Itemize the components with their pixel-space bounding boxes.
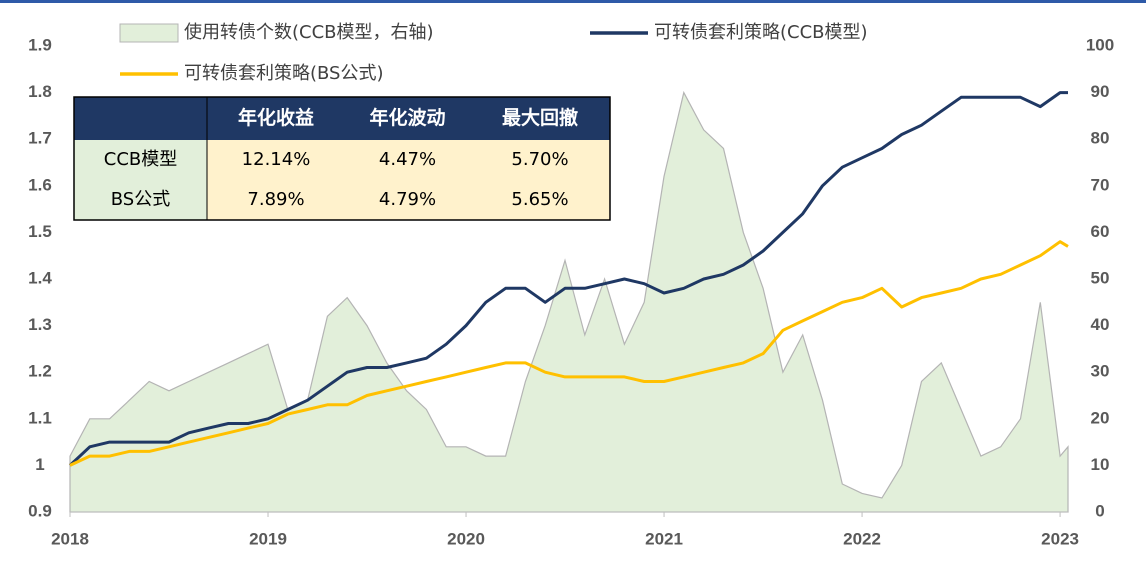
x-tick-label: 2020 — [447, 529, 485, 548]
y2-tick-label: 0 — [1095, 501, 1104, 520]
x-tick-label: 2021 — [645, 529, 683, 548]
y-tick-label: 1.7 — [28, 129, 52, 148]
plot-area — [68, 90, 1069, 513]
legend-swatch — [119, 23, 179, 43]
y2-tick-label: 30 — [1091, 362, 1110, 381]
y-tick-label: 1.2 — [28, 362, 52, 381]
table-cell-bg — [470, 180, 610, 220]
y-tick-label: 1.8 — [28, 82, 52, 101]
table-cell: BS公式 — [111, 189, 170, 210]
y-tick-label: 1.1 — [28, 408, 52, 427]
table-border — [73, 96, 611, 221]
y2-tick-label: 50 — [1091, 268, 1110, 287]
legend-label: 使用转债个数(CCB模型，右轴) — [184, 22, 434, 43]
table-header-bg — [74, 97, 610, 140]
x-tick-label: 2018 — [51, 529, 89, 548]
x-tick-label: 2022 — [843, 529, 881, 548]
table-cell: 7.89% — [247, 189, 304, 210]
line — [69, 240, 1069, 467]
y2-tick-label: 100 — [1086, 35, 1114, 54]
legend-label: 可转债套利策略(CCB模型) — [654, 22, 868, 43]
table-cell-bg — [207, 140, 345, 180]
table-header: 最大回撤 — [502, 106, 578, 129]
y2-tick-label: 20 — [1091, 408, 1110, 427]
table-cell: 4.79% — [379, 189, 436, 210]
table-header: 年化收益 — [238, 106, 314, 129]
table-cell: 4.47% — [379, 149, 436, 170]
table-cell-bg — [74, 180, 207, 220]
table-cell-bg — [207, 180, 345, 220]
y2-tick-label: 90 — [1091, 82, 1110, 101]
table-cell-bg — [470, 140, 610, 180]
line — [68, 91, 1068, 467]
y-tick-label: 0.9 — [28, 501, 52, 520]
table-cell: CCB模型 — [104, 149, 178, 170]
y-tick-label: 1.4 — [28, 268, 52, 287]
y2-tick-label: 70 — [1091, 175, 1110, 194]
y-tick-label: 1.9 — [28, 35, 52, 54]
y-tick-label: 1 — [35, 455, 44, 474]
y2-tick-label: 10 — [1091, 455, 1110, 474]
table-cell: 12.14% — [242, 149, 311, 170]
table-header: 年化波动 — [369, 106, 445, 129]
y-tick-label: 1.6 — [28, 175, 52, 194]
table-cell-bg — [345, 180, 470, 220]
table-cell-bg — [345, 140, 470, 180]
y-tick-label: 1.5 — [28, 222, 52, 241]
legend-label: 可转债套利策略(BS公式) — [184, 63, 384, 84]
table-cell-bg — [74, 140, 207, 180]
table-cell: 5.65% — [511, 189, 568, 210]
table-cell: 5.70% — [511, 149, 568, 170]
x-tick-label: 2019 — [249, 529, 287, 548]
top-border — [0, 0, 1146, 3]
x-tick-label: 2023 — [1041, 529, 1079, 548]
y-tick-label: 1.3 — [28, 315, 52, 334]
y2-tick-label: 80 — [1091, 129, 1110, 148]
y2-tick-label: 40 — [1091, 315, 1110, 334]
y2-tick-label: 60 — [1091, 222, 1110, 241]
